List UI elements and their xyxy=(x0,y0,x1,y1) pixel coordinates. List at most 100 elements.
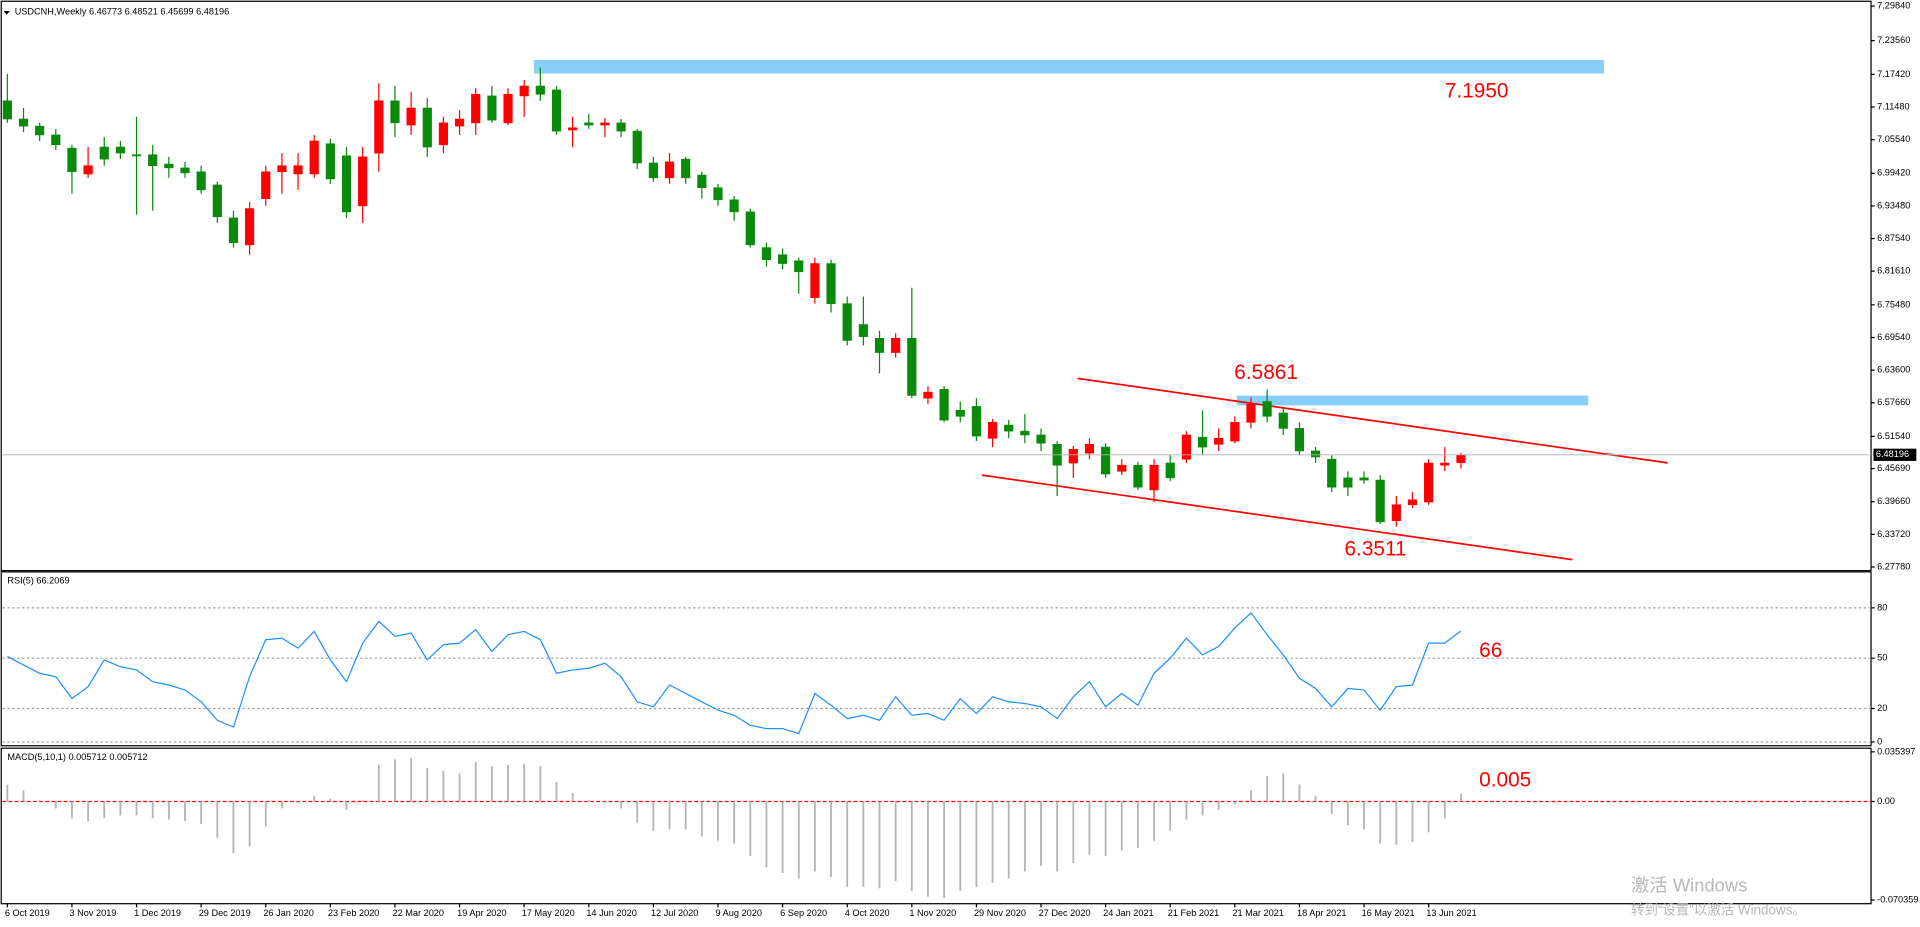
candle-body xyxy=(1246,403,1256,423)
histogram-bar xyxy=(1266,776,1269,802)
candle-body xyxy=(1084,444,1095,454)
candle-body xyxy=(164,163,174,169)
candle-body xyxy=(422,107,432,148)
histogram-bar xyxy=(846,801,849,887)
candle-body xyxy=(1004,424,1014,432)
histogram-bar xyxy=(1460,793,1462,802)
candle-body xyxy=(293,165,303,175)
price-panel xyxy=(0,0,1872,572)
candle-body xyxy=(503,93,513,124)
candle-body xyxy=(374,100,384,154)
x-tick-label: 21 Mar 2021 xyxy=(1232,908,1284,918)
histogram-bar xyxy=(910,801,913,892)
histogram-bar xyxy=(184,801,186,822)
histogram-bar xyxy=(200,801,203,824)
x-tick-label: 13 Jun 2021 xyxy=(1426,908,1477,918)
y-tick-label: 6.51540 xyxy=(1877,431,1910,441)
macd-title: MACD(5,10,1) xyxy=(7,752,66,762)
resistance-zone xyxy=(1236,395,1589,406)
x-tick-label: 22 Mar 2020 xyxy=(393,908,445,918)
y-tick-label: 7.11480 xyxy=(1877,101,1909,111)
histogram-bar xyxy=(943,801,946,899)
histogram-bar xyxy=(539,766,542,802)
x-tick-label: 9 Aug 2020 xyxy=(716,908,762,918)
candle-body xyxy=(471,93,481,124)
candle-body xyxy=(632,130,642,164)
y-tick-label: 6.63600 xyxy=(1877,365,1910,375)
y-tick-label: 6.69540 xyxy=(1877,332,1910,342)
y-tick-label: 0 xyxy=(1877,736,1882,746)
histogram-bar xyxy=(248,801,251,847)
candle-body xyxy=(196,171,206,191)
candle-body xyxy=(535,85,545,95)
histogram-bar xyxy=(878,801,881,889)
candle-body xyxy=(2,100,12,120)
histogram-bar xyxy=(87,801,90,822)
y-tick-label: 7.17420 xyxy=(1877,69,1910,79)
symbol: USDCNH,Weekly xyxy=(15,7,87,17)
histogram-bar xyxy=(329,798,332,802)
histogram-bar xyxy=(490,766,493,802)
histogram-bar xyxy=(1314,795,1317,802)
histogram-bar xyxy=(1363,801,1365,830)
histogram-bar xyxy=(927,801,929,897)
histogram-bar xyxy=(1217,801,1220,810)
histogram-bar xyxy=(684,801,687,830)
candle-body xyxy=(341,155,352,213)
histogram-bar xyxy=(280,801,283,809)
histogram-bar xyxy=(313,795,316,802)
candle-body xyxy=(761,247,772,260)
annotation: 6.5861 xyxy=(1234,361,1298,384)
x-tick-label: 21 Feb 2021 xyxy=(1168,908,1220,918)
y-tick-label: 6.33720 xyxy=(1877,529,1910,539)
candle-body xyxy=(778,254,788,264)
candle-body xyxy=(664,161,675,179)
histogram-bar xyxy=(1330,801,1333,815)
histogram-bar xyxy=(1169,801,1172,831)
annotation: 66 xyxy=(1479,639,1502,662)
histogram-bar xyxy=(54,801,57,809)
macd-value: 0.005712 xyxy=(69,752,107,762)
candle-body xyxy=(1020,430,1030,436)
candle-body xyxy=(842,303,852,341)
candle-body xyxy=(51,134,61,146)
histogram-bar xyxy=(604,801,606,803)
histogram-bar xyxy=(135,801,138,816)
candle-body xyxy=(1424,462,1434,503)
x-tick-label: 18 Apr 2021 xyxy=(1297,908,1346,918)
candle-body xyxy=(600,122,610,126)
x-tick-label: 6 Oct 2019 xyxy=(5,908,50,918)
high-value: 6.48521 xyxy=(125,7,158,17)
y-tick-label: 6.57660 xyxy=(1877,397,1910,407)
candle-body xyxy=(18,118,29,127)
candle-body xyxy=(971,406,982,437)
candle-body xyxy=(955,409,965,417)
histogram-bar xyxy=(38,800,41,802)
histogram-bar xyxy=(1023,801,1026,872)
y-tick-label: 6.93480 xyxy=(1877,200,1910,210)
current-price-box xyxy=(1873,448,1917,461)
candle-body xyxy=(745,211,755,246)
histogram-bar xyxy=(1104,801,1107,857)
histogram-bar xyxy=(1411,801,1414,843)
histogram-bar xyxy=(1137,801,1139,848)
rsi-value: 66.2069 xyxy=(36,576,69,586)
candle-body xyxy=(519,85,529,97)
histogram-bar xyxy=(297,801,299,803)
y-tick-label: 6.45690 xyxy=(1877,463,1910,473)
candle-body xyxy=(1133,464,1143,488)
histogram-bar xyxy=(442,770,445,802)
candle-body xyxy=(1165,462,1175,479)
candle-body xyxy=(1149,464,1159,491)
histogram-bar xyxy=(765,801,768,868)
candle-body xyxy=(148,154,158,167)
histogram-bar xyxy=(797,801,800,879)
histogram-bar xyxy=(458,773,461,802)
candle-body xyxy=(1310,450,1321,458)
candle-body xyxy=(1036,434,1046,444)
histogram-bar xyxy=(652,801,655,831)
candle-body xyxy=(1294,428,1305,452)
candle-body xyxy=(681,158,691,179)
watermark-text: 转到“设置”以激活 Windows。 xyxy=(1631,903,1806,918)
